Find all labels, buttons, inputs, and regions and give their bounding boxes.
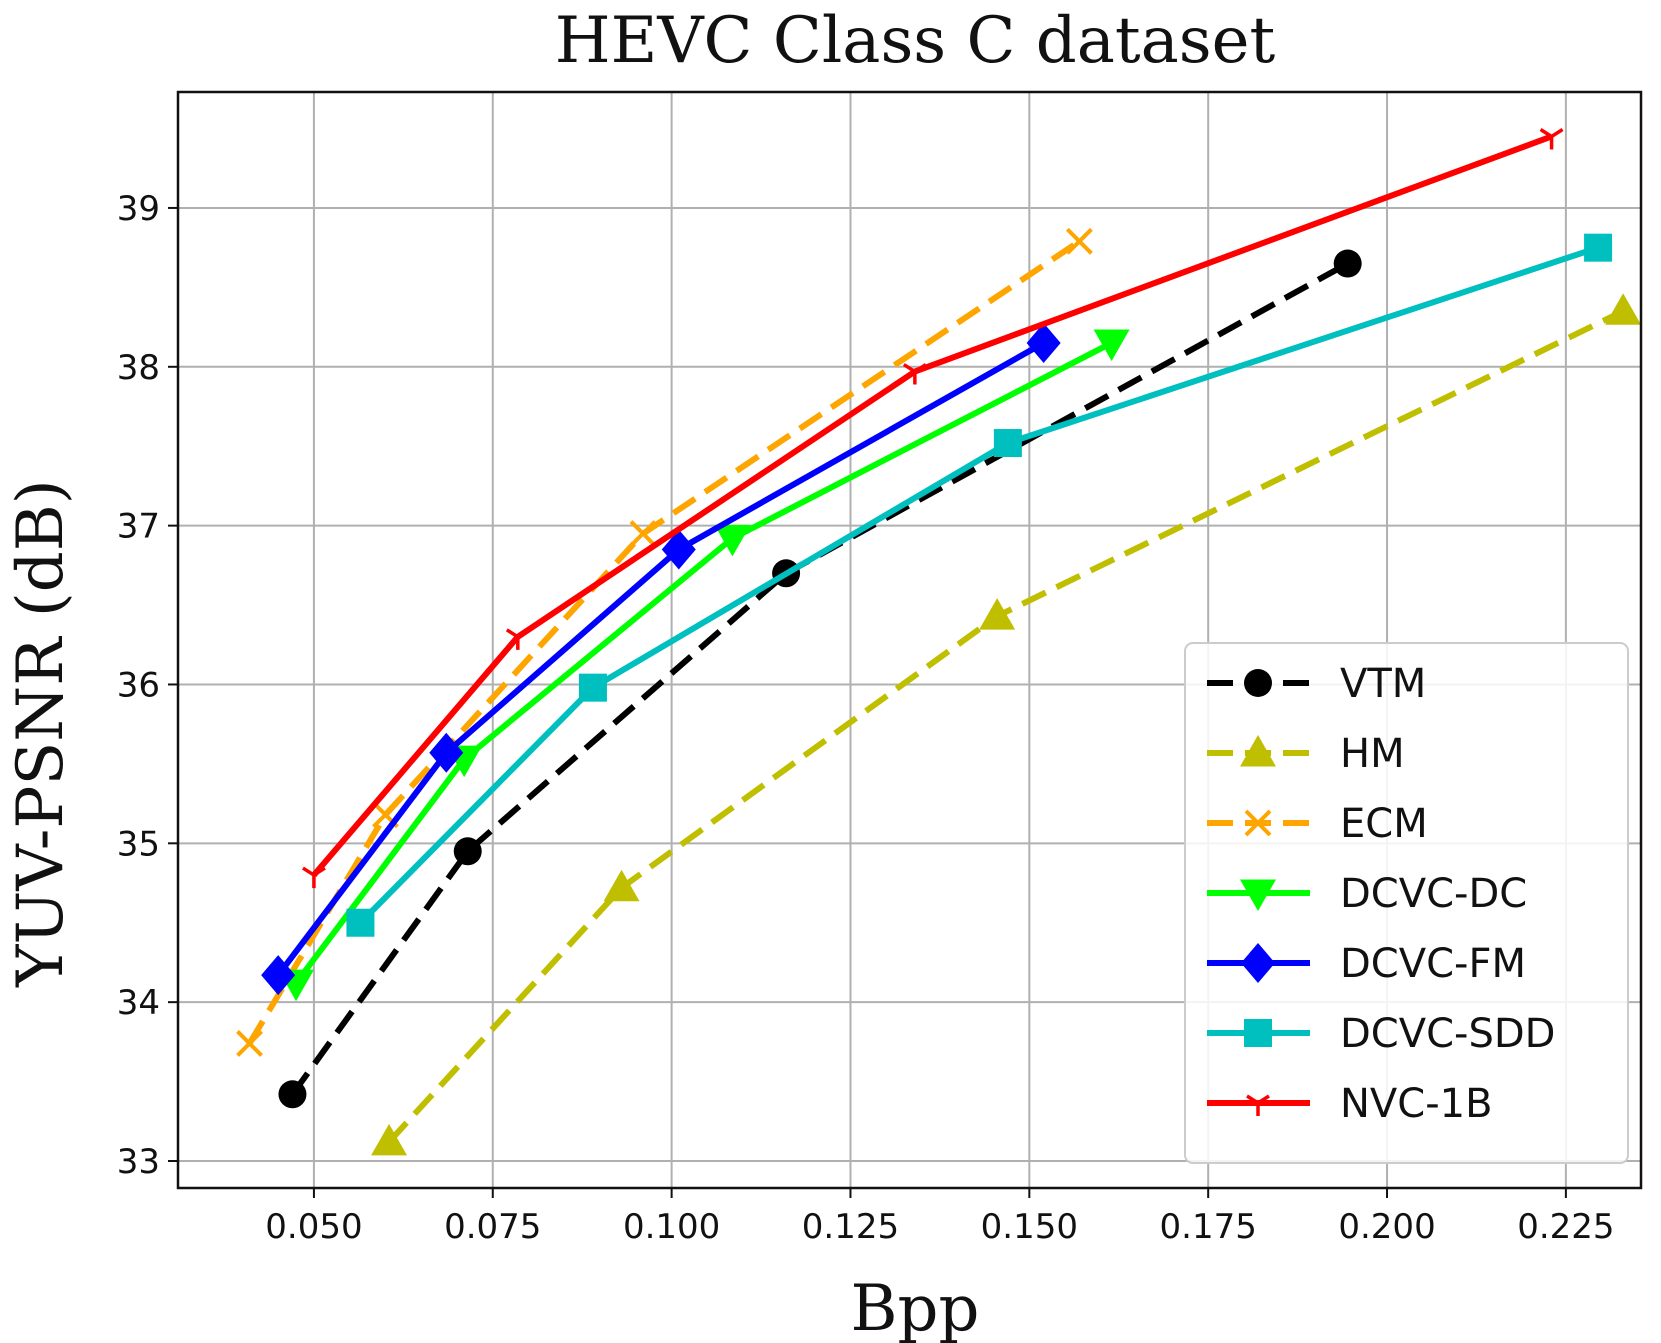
legend-marker-dcvc-dc [1240, 879, 1276, 911]
legend-item-dcvc-sdd: DCVC-SDD [1207, 1011, 1555, 1057]
data-point-nvc-1b [902, 363, 927, 385]
data-point-hm [1605, 293, 1642, 325]
legend-marker-vtm [1244, 669, 1272, 697]
data-point-dcvc-sdd [1584, 233, 1613, 262]
y-tick-label: 33 [117, 1142, 160, 1182]
series-hm [371, 293, 1642, 1156]
legend-label-dcvc-fm: DCVC-FM [1340, 941, 1526, 987]
series-line-vtm [290, 260, 1350, 1097]
chart-title: HEVC Class C dataset [555, 4, 1276, 78]
data-point-nvc-1b [1539, 127, 1564, 150]
x-tick-label: 0.050 [265, 1207, 362, 1247]
data-point-dcvc-fm [661, 529, 696, 570]
legend-item-dcvc-dc: DCVC-DC [1207, 871, 1527, 917]
series-nvc-1b [301, 127, 1564, 889]
legend-label-dcvc-sdd: DCVC-SDD [1340, 1011, 1555, 1057]
series-line-hm [386, 308, 1625, 1144]
data-point-dcvc-fm [429, 732, 464, 773]
legend-marker-ecm [1244, 809, 1272, 837]
y-tick-label: 36 [117, 665, 160, 705]
series-line-dcvc-sdd [358, 244, 1600, 925]
plot-frame [176, 90, 1643, 1190]
y-tick-label: 39 [117, 189, 160, 229]
data-point-nvc-1b [505, 628, 530, 650]
data-point-dcvc-dc [1093, 329, 1130, 361]
legend-item-ecm: ECM [1207, 801, 1428, 847]
data-point-hm [979, 598, 1016, 630]
data-point-ecm [1065, 227, 1093, 255]
legend-label-hm: HM [1340, 731, 1405, 777]
series-line-dcvc-dc [293, 340, 1113, 985]
legend-marker-hm [1240, 735, 1276, 767]
series-line-ecm [246, 238, 1082, 1045]
x-tick-label: 0.225 [1517, 1207, 1614, 1247]
data-point-dcvc-sdd [993, 429, 1022, 458]
series-line-nvc-1b [311, 133, 1553, 878]
data-point-hm [371, 1123, 408, 1156]
y-tick-label: 35 [117, 824, 160, 864]
data-point-dcvc-sdd [578, 673, 607, 702]
data-point-nvc-1b [301, 866, 326, 889]
legend-marker-dcvc-fm [1241, 943, 1275, 983]
legend-label-nvc-1b: NVC-1B [1340, 1081, 1493, 1127]
legend-label-vtm: VTM [1340, 661, 1426, 707]
legend-marker-nvc-1b [1246, 1094, 1270, 1116]
ticks-layer: 0.050 0.075 0.100 0.125 0.150 0.175 0.200 0.225… [117, 189, 1615, 1247]
legend-item-hm: HM [1207, 731, 1405, 777]
legend-marker-dcvc-sdd [1244, 1019, 1272, 1047]
data-point-dcvc-sdd [346, 908, 375, 937]
x-tick-label: 0.100 [623, 1207, 720, 1247]
legend-label-dcvc-dc: DCVC-DC [1340, 871, 1527, 917]
y-tick-label: 37 [117, 507, 160, 547]
legend: VTM HM ECM DCVC-DC DCVC-FM DCVC-SDD NVC-1B [1184, 642, 1629, 1164]
data-point-dcvc-fm [261, 955, 296, 996]
data-point-dcvc-fm [1026, 322, 1061, 363]
x-tick-label: 0.125 [802, 1207, 899, 1247]
x-axis-label: Bpp [851, 1272, 980, 1343]
x-tick-label: 0.075 [444, 1207, 541, 1247]
data-point-ecm [629, 520, 657, 547]
y-tick-label: 34 [117, 983, 160, 1023]
series-dcvc-fm [261, 322, 1061, 996]
series-line-dcvc-fm [275, 340, 1046, 977]
y-axis-label: YUV-PSNR (dB) [4, 479, 78, 988]
x-tick-label: 0.150 [981, 1207, 1078, 1247]
series-ecm [236, 227, 1093, 1057]
data-point-ecm [236, 1030, 263, 1057]
y-tick-label: 38 [117, 348, 160, 388]
legend-item-dcvc-fm: DCVC-FM [1207, 941, 1526, 987]
series-layer [236, 127, 1642, 1156]
data-point-hm [603, 869, 640, 902]
x-tick-label: 0.200 [1338, 1207, 1435, 1247]
legend-item-nvc-1b: NVC-1B [1207, 1081, 1493, 1127]
data-point-vtm [278, 1080, 307, 1109]
series-dcvc-sdd [346, 233, 1613, 937]
data-point-vtm [1333, 249, 1362, 278]
data-point-dcvc-dc [714, 524, 751, 557]
legend-item-vtm: VTM [1207, 661, 1426, 707]
data-point-vtm [453, 837, 482, 866]
legend-label-ecm: ECM [1340, 801, 1428, 847]
x-tick-label: 0.175 [1160, 1207, 1257, 1247]
